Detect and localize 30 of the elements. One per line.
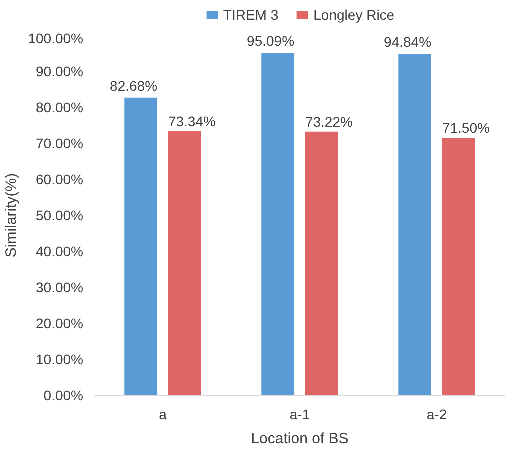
- x-tick-label: a-1: [290, 406, 310, 422]
- x-tick-label: a-2: [426, 406, 448, 422]
- data-label: 71.50%: [442, 120, 490, 136]
- data-label: 82.68%: [110, 78, 158, 94]
- y-tick-label: 80.00%: [36, 100, 84, 116]
- bar: [124, 98, 158, 396]
- y-tick-label: 90.00%: [36, 64, 84, 80]
- bar: [398, 54, 432, 396]
- y-tick-label: 100.00%: [28, 30, 84, 46]
- data-label: 73.22%: [305, 114, 353, 130]
- y-tick-label: 60.00%: [36, 172, 84, 188]
- y-axis-title: Similarity(%): [3, 173, 20, 258]
- data-label: 95.09%: [247, 33, 295, 50]
- bar: [168, 131, 202, 396]
- x-axis-title: Location of BS: [251, 430, 349, 448]
- bar: [262, 53, 295, 396]
- y-tick-label: 20.00%: [36, 316, 84, 332]
- y-tick-label: 40.00%: [36, 244, 84, 260]
- y-tick-label: 10.00%: [36, 352, 84, 368]
- y-tick-label: 30.00%: [36, 280, 84, 296]
- data-label: 94.84%: [384, 34, 432, 50]
- data-label: 73.34%: [168, 113, 216, 130]
- legend-label: Longley Rice: [314, 7, 395, 23]
- legend-label: TIREM 3: [223, 7, 279, 23]
- y-tick-label: 70.00%: [36, 136, 84, 152]
- bar: [305, 132, 338, 396]
- y-tick-label: 50.00%: [36, 208, 84, 224]
- y-tick-label: 0.00%: [44, 388, 84, 404]
- x-tick-label: a: [159, 406, 168, 422]
- bar: [442, 138, 476, 396]
